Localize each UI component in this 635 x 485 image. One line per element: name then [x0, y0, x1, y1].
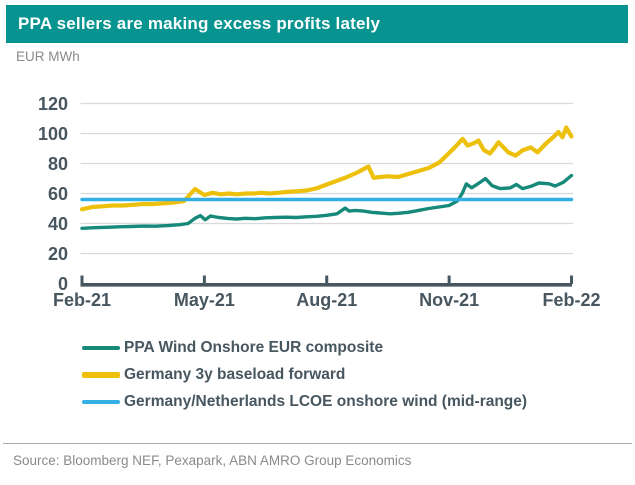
x-tick-label: Aug-21 — [296, 290, 357, 310]
y-tick-label: 80 — [48, 154, 68, 174]
y-tick-label: 100 — [38, 124, 68, 144]
x-tick-label: May-21 — [174, 290, 235, 310]
gridlines — [80, 102, 573, 255]
y-tick-label: 60 — [48, 184, 68, 204]
y-axis-labels: 0 20 40 60 80 100 120 — [38, 94, 68, 294]
x-tick-label: Feb-21 — [53, 290, 111, 310]
x-axis-labels: Feb-21 May-21 Aug-21 Nov-21 Feb-22 — [53, 290, 601, 310]
series-line — [79, 125, 574, 212]
y-tick-label: 120 — [38, 94, 68, 114]
legend-item: Germany/Netherlands LCOE onshore wind (m… — [82, 388, 527, 415]
series-lines — [79, 125, 574, 231]
legend-item: Germany 3y baseload forward — [82, 361, 527, 388]
chart-title-band: PPA sellers are making excess profits la… — [6, 5, 628, 43]
series-line — [80, 173, 574, 231]
y-tick-label: 20 — [48, 244, 68, 264]
legend: PPA Wind Onshore EUR composite Germany 3… — [82, 334, 527, 415]
legend-swatch-lcoe — [82, 399, 120, 404]
x-axis — [80, 275, 573, 287]
x-tick-label: Feb-22 — [542, 290, 600, 310]
legend-item: PPA Wind Onshore EUR composite — [82, 334, 527, 361]
legend-label: PPA Wind Onshore EUR composite — [124, 338, 384, 356]
chart-title: PPA sellers are making excess profits la… — [18, 14, 381, 33]
legend-swatch-ppa-wind — [82, 345, 120, 350]
units-label: EUR MWh — [16, 49, 80, 64]
x-tick-label: Nov-21 — [419, 290, 479, 310]
y-tick-label: 0 — [58, 274, 68, 294]
footer-divider — [3, 443, 632, 444]
source-text: Source: Bloomberg NEF, Pexapark, ABN AMR… — [13, 453, 412, 468]
y-tick-label: 40 — [48, 214, 68, 234]
legend-swatch-baseload-forward — [82, 371, 120, 378]
legend-label: Germany 3y baseload forward — [124, 365, 346, 383]
legend-label: Germany/Netherlands LCOE onshore wind (m… — [124, 392, 528, 410]
